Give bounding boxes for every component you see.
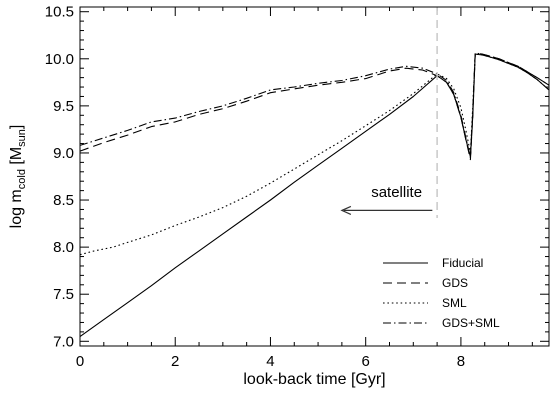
series-line-fiducial xyxy=(79,53,550,338)
legend-label: GDS+SML xyxy=(442,316,500,330)
x-tick-label: 6 xyxy=(362,353,370,370)
series-group xyxy=(79,52,550,338)
x-tick-labels: 0 2 4 6 8 xyxy=(76,353,465,370)
y-tick-label: 8.5 xyxy=(53,192,74,209)
y-axis-label-sub2: sun xyxy=(16,129,28,147)
series-line-gds-sml xyxy=(79,52,550,159)
x-tick-label: 8 xyxy=(457,353,465,370)
legend-label: GDS xyxy=(442,276,468,290)
x-axis-label: look-back time [Gyr] xyxy=(243,371,385,388)
axis-ticks xyxy=(79,7,549,346)
x-tick-label: 2 xyxy=(171,353,179,370)
y-tick-labels: 7.0 7.5 8.0 8.5 9.0 9.5 10.0 10.5 xyxy=(45,4,74,351)
y-tick-label: 10.5 xyxy=(45,4,74,21)
y-axis-label-sub1: cold xyxy=(16,169,28,189)
x-tick-label: 0 xyxy=(76,353,84,370)
y-tick-label: 10.0 xyxy=(45,51,74,68)
satellite-label: satellite xyxy=(371,184,422,201)
x-tick-label: 4 xyxy=(266,353,274,370)
y-axis-label-mid: [M xyxy=(8,147,25,169)
series-line-sml xyxy=(79,53,550,256)
y-tick-label: 9.0 xyxy=(53,145,74,162)
legend: Fiducial GDS SML GDS+SML xyxy=(383,256,500,330)
annotation: satellite xyxy=(340,7,438,218)
y-tick-label: 7.0 xyxy=(53,333,74,350)
y-tick-label: 8.0 xyxy=(53,239,74,256)
y-axis-label-prefix: log m xyxy=(8,189,25,228)
legend-label: Fiducial xyxy=(442,256,483,270)
y-tick-label: 7.5 xyxy=(53,286,74,303)
y-axis-label-suffix: ] xyxy=(8,125,25,129)
y-axis-label: log mcold [Msun] xyxy=(8,125,28,229)
plot-frame xyxy=(79,6,550,347)
satellite-arrowhead xyxy=(340,205,352,215)
series-line-gds xyxy=(79,52,550,161)
legend-label: SML xyxy=(442,296,467,310)
y-tick-label: 9.5 xyxy=(53,98,74,115)
